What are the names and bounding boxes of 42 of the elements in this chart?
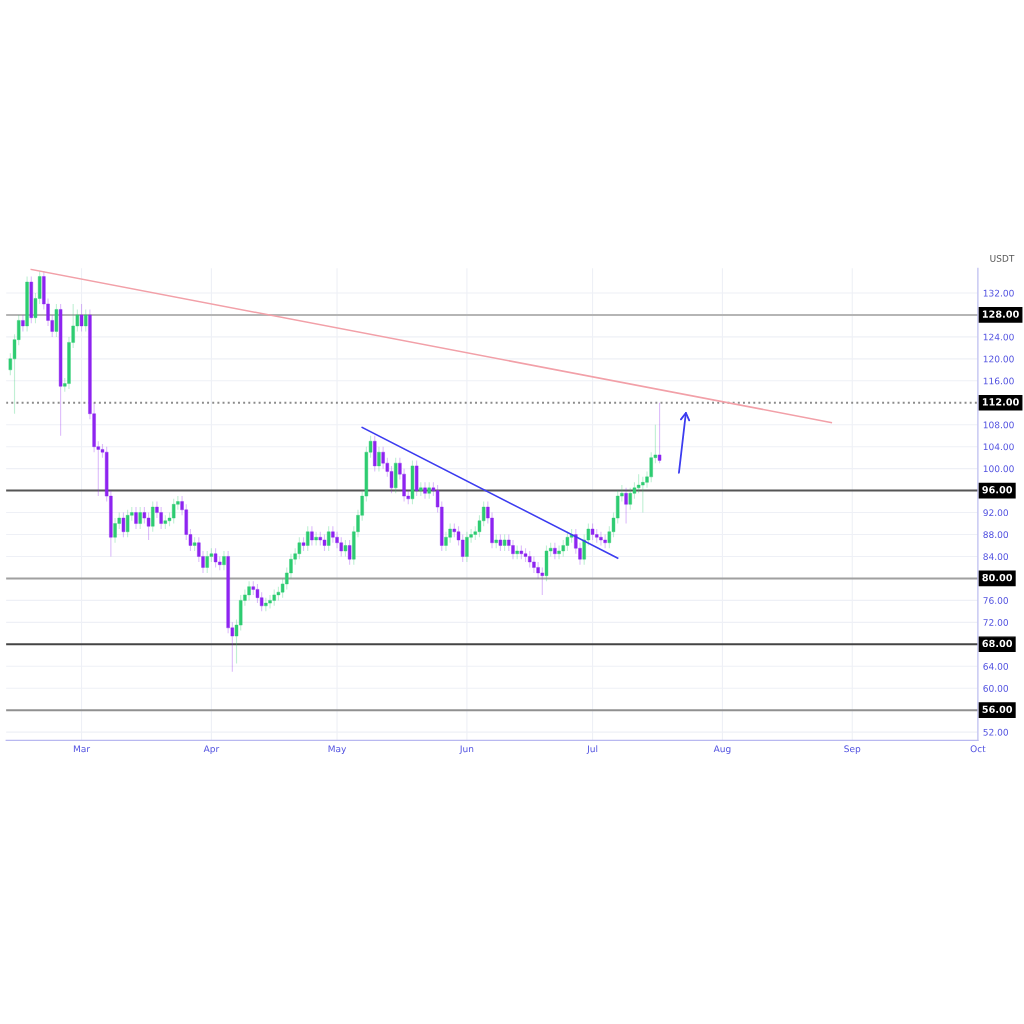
y-tick-label: 108.00 [983, 421, 1014, 429]
candlestick [314, 531, 318, 547]
y-tick-label: 92.00 [983, 509, 1009, 517]
y-tick-label: 124.00 [983, 333, 1014, 341]
y-tick-label: 72.00 [983, 619, 1009, 626]
x-tick-label: Aug [713, 745, 731, 754]
ref-line-label: 80.00 [982, 573, 1013, 582]
ref-line-label: 56.00 [982, 705, 1013, 713]
candlestick [335, 531, 339, 549]
y-tick-label: 64.00 [983, 662, 1009, 670]
candlestick [599, 531, 603, 547]
candlestick [553, 542, 557, 560]
candlestick [536, 561, 540, 579]
x-tick-label: Jun [459, 745, 474, 754]
y-tick-label: 104.00 [983, 443, 1014, 451]
candlestick [268, 594, 272, 610]
y-tick-label: 52.00 [983, 728, 1009, 736]
y-tick-label: 76.00 [983, 597, 1009, 604]
x-tick-label: Mar [73, 745, 91, 753]
candlestick [603, 533, 607, 549]
x-tick-label: Apr [203, 745, 220, 754]
y-axis-title: USDT [990, 254, 1015, 262]
x-tick-label: Oct [970, 745, 986, 753]
ref-line-label: 96.00 [982, 486, 1013, 494]
x-tick-label: Sep [844, 745, 861, 754]
y-tick-label: 120.00 [983, 355, 1014, 363]
candlestick [532, 555, 536, 574]
candlestick [423, 481, 427, 500]
ref-line-label: 128.00 [982, 310, 1019, 318]
ref-line-label: 68.00 [982, 639, 1013, 648]
y-tick-label: 116.00 [983, 377, 1014, 385]
y-tick-label: 132.00 [983, 289, 1014, 297]
y-tick-label: 100.00 [983, 465, 1014, 473]
candlestick [21, 314, 25, 332]
y-tick-label: 60.00 [983, 684, 1009, 692]
y-tick-label: 88.00 [983, 531, 1009, 539]
x-tick-label: May [328, 745, 347, 754]
candlestick [557, 544, 561, 560]
x-tick-label: Jul [586, 745, 598, 754]
y-tick-label: 84.00 [983, 553, 1009, 561]
ref-line-label: 112.00 [982, 398, 1019, 406]
candlestick [331, 525, 335, 544]
